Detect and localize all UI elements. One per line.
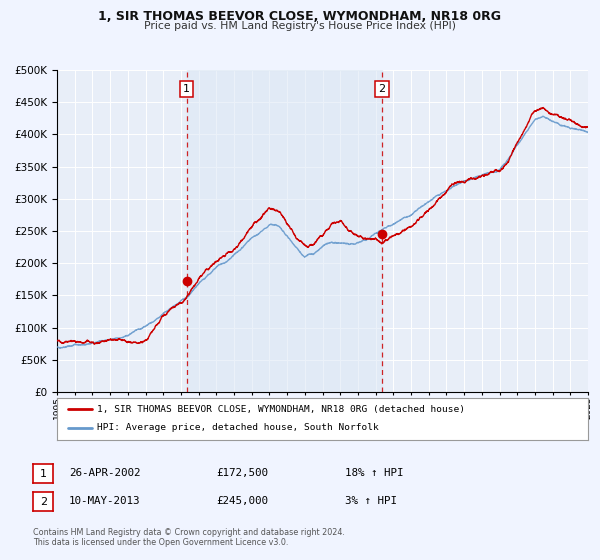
Text: 1, SIR THOMAS BEEVOR CLOSE, WYMONDHAM, NR18 0RG (detached house): 1, SIR THOMAS BEEVOR CLOSE, WYMONDHAM, N… xyxy=(97,405,465,414)
Text: HPI: Average price, detached house, South Norfolk: HPI: Average price, detached house, Sout… xyxy=(97,423,379,432)
Bar xyxy=(187,70,382,392)
Text: 18% ↑ HPI: 18% ↑ HPI xyxy=(345,468,404,478)
Text: £245,000: £245,000 xyxy=(216,496,268,506)
Text: 1: 1 xyxy=(40,469,47,479)
Text: 1: 1 xyxy=(183,85,190,94)
Text: 3% ↑ HPI: 3% ↑ HPI xyxy=(345,496,397,506)
Text: 2: 2 xyxy=(40,497,47,507)
Text: 26-APR-2002: 26-APR-2002 xyxy=(69,468,140,478)
Text: 2: 2 xyxy=(379,85,386,94)
Text: Contains HM Land Registry data © Crown copyright and database right 2024.
This d: Contains HM Land Registry data © Crown c… xyxy=(33,528,345,547)
Text: £172,500: £172,500 xyxy=(216,468,268,478)
Text: Price paid vs. HM Land Registry's House Price Index (HPI): Price paid vs. HM Land Registry's House … xyxy=(144,21,456,31)
Text: 1, SIR THOMAS BEEVOR CLOSE, WYMONDHAM, NR18 0RG: 1, SIR THOMAS BEEVOR CLOSE, WYMONDHAM, N… xyxy=(98,10,502,23)
Text: 10-MAY-2013: 10-MAY-2013 xyxy=(69,496,140,506)
